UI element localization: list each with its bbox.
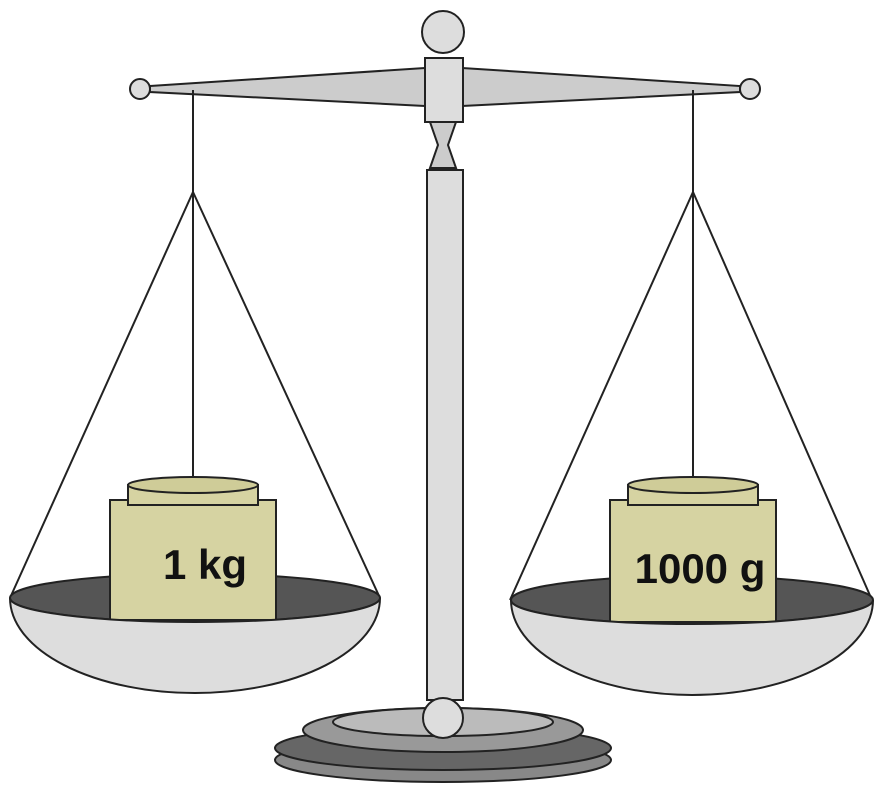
weight-top [627,476,759,494]
string [509,191,694,601]
top-knob [421,10,465,54]
string [192,191,381,599]
weight-label: 1000 g [635,545,766,592]
left-pan: 1 kg [9,90,381,694]
string [9,191,194,599]
weight-top [127,476,259,494]
weight-body [609,499,777,623]
beam-end-right [739,78,761,100]
beam-block [424,57,464,123]
beam-end-left [129,78,151,100]
column-foot [422,697,464,739]
string [692,191,873,601]
weight-label: 1 kg [163,541,247,588]
pan-bowl [9,597,381,694]
pan-bowl [510,599,874,696]
right-pan: 1000 g [509,90,874,696]
column [426,169,464,701]
neck [428,121,458,169]
